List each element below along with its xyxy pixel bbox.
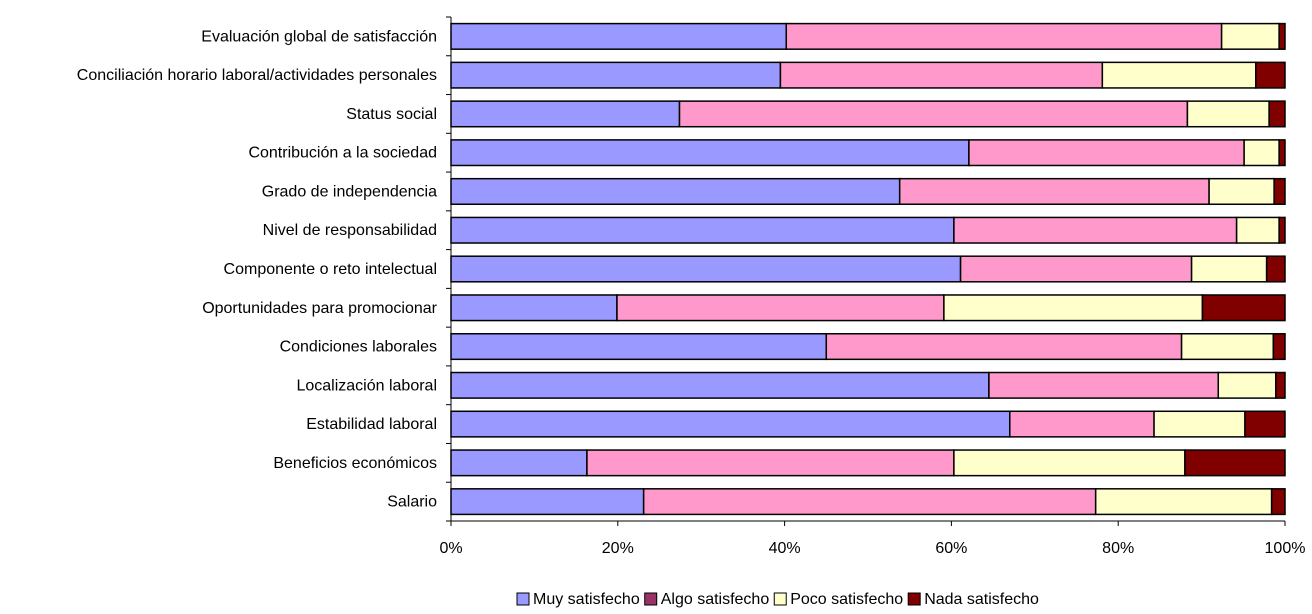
legend-label: Poco satisfecho — [790, 591, 903, 608]
bar-segment-algo-satisfecho — [779, 61, 1104, 89]
bar-segment-muy-satisfecho — [450, 177, 901, 206]
bar-segment-algo-satisfecho — [785, 22, 1223, 50]
bar-segment-algo-satisfecho — [678, 100, 1189, 128]
bar-segment-nada-satisfecho — [1255, 61, 1286, 89]
legend-item: Algo satisfecho — [644, 591, 770, 608]
category-label: Grado de independencia — [262, 183, 437, 200]
bar-segment-poco-satisfecho — [1094, 488, 1273, 516]
bar-segment-algo-satisfecho — [988, 371, 1220, 399]
bar-segment-muy-satisfecho — [450, 294, 618, 322]
bar-segment-poco-satisfecho — [1235, 216, 1280, 244]
category-label: Status social — [346, 106, 437, 123]
category-label: Condiciones laborales — [280, 339, 437, 356]
bar-segment-muy-satisfecho — [450, 449, 588, 477]
bar-segment-nada-satisfecho — [1272, 332, 1286, 361]
bar-segment-nada-satisfecho — [1278, 22, 1286, 50]
bar-segment-poco-satisfecho — [1190, 255, 1268, 283]
legend-swatch — [773, 592, 787, 606]
legend-item: Nada satisfecho — [907, 591, 1039, 608]
legend-label: Algo satisfecho — [661, 591, 770, 608]
legend-label: Nada satisfecho — [924, 591, 1039, 608]
bar-segment-poco-satisfecho — [1180, 332, 1275, 361]
bar-segment-poco-satisfecho — [1243, 139, 1280, 167]
category-label: Evaluación global de satisfacción — [201, 28, 437, 45]
bar-segment-algo-satisfecho — [616, 294, 945, 322]
category-label: Beneficios económicos — [273, 455, 437, 472]
category-label: Conciliación horario laboral/actividades… — [77, 67, 437, 84]
bar-segment-muy-satisfecho — [450, 100, 681, 128]
legend-item: Poco satisfecho — [773, 591, 903, 608]
x-tick-label: 40% — [769, 540, 801, 557]
category-label: Nivel de responsabilidad — [263, 222, 437, 239]
x-tick-label: 60% — [935, 540, 967, 557]
bar-segment-nada-satisfecho — [1278, 139, 1286, 167]
category-label: Oportunidades para promocionar — [202, 300, 437, 317]
bar-segment-nada-satisfecho — [1268, 100, 1286, 128]
category-label: Componente o reto intelectual — [224, 261, 437, 278]
bar-segment-nada-satisfecho — [1275, 371, 1286, 399]
bar-segment-algo-satisfecho — [1009, 410, 1155, 438]
bar-segment-poco-satisfecho — [953, 449, 1186, 477]
legend-swatch — [907, 592, 921, 606]
bar-segment-algo-satisfecho — [825, 332, 1183, 361]
bar-segment-muy-satisfecho — [450, 410, 1011, 438]
bar-segment-algo-satisfecho — [586, 449, 955, 477]
x-tick-label: 100% — [1265, 540, 1306, 557]
bar-segment-nada-satisfecho — [1244, 410, 1286, 438]
category-label: Salario — [387, 494, 437, 511]
bar-segment-muy-satisfecho — [450, 371, 990, 399]
bar-segment-algo-satisfecho — [968, 139, 1245, 167]
bar-segment-poco-satisfecho — [1186, 100, 1270, 128]
bar-segment-poco-satisfecho — [1153, 410, 1246, 438]
bar-segment-nada-satisfecho — [1201, 294, 1286, 322]
bar-segment-muy-satisfecho — [450, 255, 962, 283]
bar-segment-nada-satisfecho — [1265, 255, 1286, 283]
bar-segment-muy-satisfecho — [450, 488, 645, 516]
category-label: Localización laboral — [296, 377, 437, 394]
x-tick-label: 0% — [439, 540, 462, 557]
bar-segment-muy-satisfecho — [450, 139, 970, 167]
legend-item: Muy satisfecho — [516, 591, 640, 608]
bar-segment-poco-satisfecho — [1220, 22, 1280, 50]
bar-segment-algo-satisfecho — [959, 255, 1193, 283]
legend-swatch — [644, 592, 658, 606]
bar-segment-nada-satisfecho — [1273, 177, 1286, 206]
bar-segment-nada-satisfecho — [1270, 488, 1286, 516]
bar-segment-poco-satisfecho — [1208, 177, 1275, 206]
bar-segment-muy-satisfecho — [450, 216, 955, 244]
bar-segment-poco-satisfecho — [943, 294, 1204, 322]
legend-label: Muy satisfecho — [533, 591, 640, 608]
bar-segment-nada-satisfecho — [1184, 449, 1286, 477]
bar-segment-muy-satisfecho — [450, 332, 828, 361]
category-label: Estabilidad laboral — [306, 416, 437, 433]
bar-segment-poco-satisfecho — [1101, 61, 1257, 89]
bar-segment-muy-satisfecho — [450, 61, 782, 89]
x-tick-label: 20% — [602, 540, 634, 557]
bar-segment-muy-satisfecho — [450, 22, 788, 50]
bar-segment-algo-satisfecho — [898, 177, 1210, 206]
bar-segment-poco-satisfecho — [1217, 371, 1277, 399]
x-tick-label: 80% — [1102, 540, 1134, 557]
category-label: Contribución a la sociedad — [248, 145, 437, 162]
bar-segment-nada-satisfecho — [1278, 216, 1286, 244]
bar-segment-algo-satisfecho — [642, 488, 1097, 516]
bar-segment-algo-satisfecho — [953, 216, 1238, 244]
legend-swatch — [516, 592, 530, 606]
